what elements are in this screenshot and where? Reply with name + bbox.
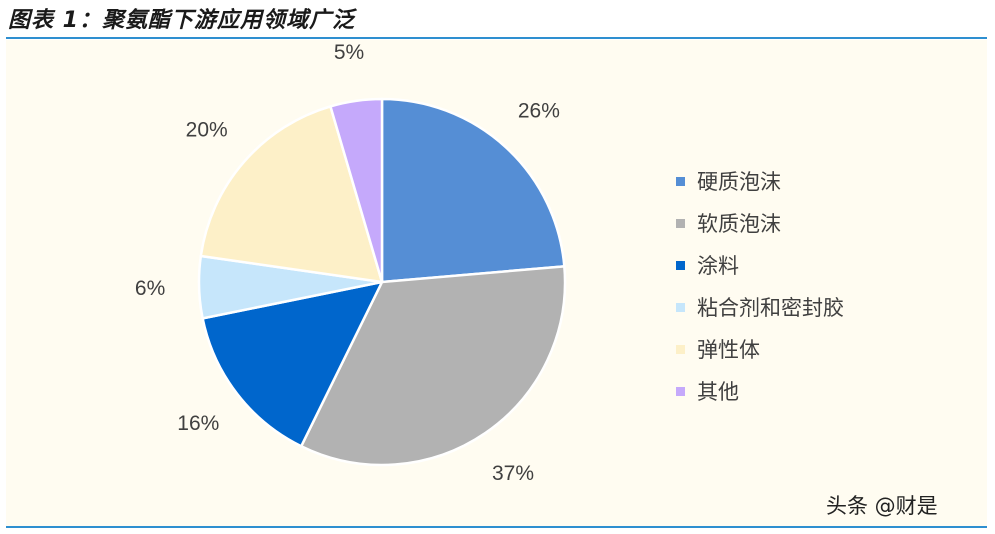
legend-item: 涂料 — [676, 244, 844, 286]
legend-swatch — [676, 176, 685, 186]
legend-item: 其他 — [676, 370, 844, 412]
legend-label: 涂料 — [697, 254, 739, 278]
legend-label: 粘合剂和密封胶 — [697, 296, 844, 320]
slice-label: 16% — [177, 412, 219, 435]
legend-label: 其他 — [697, 380, 739, 404]
legend-label: 硬质泡沫 — [697, 170, 781, 194]
legend-item: 弹性体 — [676, 328, 844, 370]
chart-title: 图表 1：聚氨酯下游应用领域广泛 — [8, 8, 355, 33]
legend-item: 粘合剂和密封胶 — [676, 286, 844, 328]
pie-slice — [380, 97, 566, 284]
legend-item: 软质泡沫 — [676, 202, 844, 244]
slice-label: 20% — [186, 119, 228, 142]
slice-label: 26% — [518, 100, 560, 123]
title-rule — [6, 37, 987, 39]
pie-slice — [199, 105, 384, 284]
watermark: 头条 @财是 — [826, 494, 938, 518]
legend-swatch — [676, 302, 685, 312]
legend-swatch — [676, 386, 685, 396]
legend-label: 软质泡沫 — [697, 212, 781, 236]
legend-item: 硬质泡沫 — [676, 160, 844, 202]
pie-slice — [300, 265, 567, 467]
legend-swatch — [676, 218, 685, 228]
pie-slice — [329, 97, 384, 284]
legend-label: 弹性体 — [697, 338, 760, 362]
slice-label: 37% — [492, 462, 534, 485]
legend: 硬质泡沫 软质泡沫 涂料 粘合剂和密封胶 弹性体 其他 — [676, 160, 844, 412]
bottom-rule — [6, 526, 987, 528]
slice-label: 6% — [135, 277, 165, 300]
slice-label: 5% — [334, 41, 364, 64]
legend-swatch — [676, 260, 685, 270]
legend-swatch — [676, 344, 685, 354]
pie-slice — [201, 280, 384, 448]
